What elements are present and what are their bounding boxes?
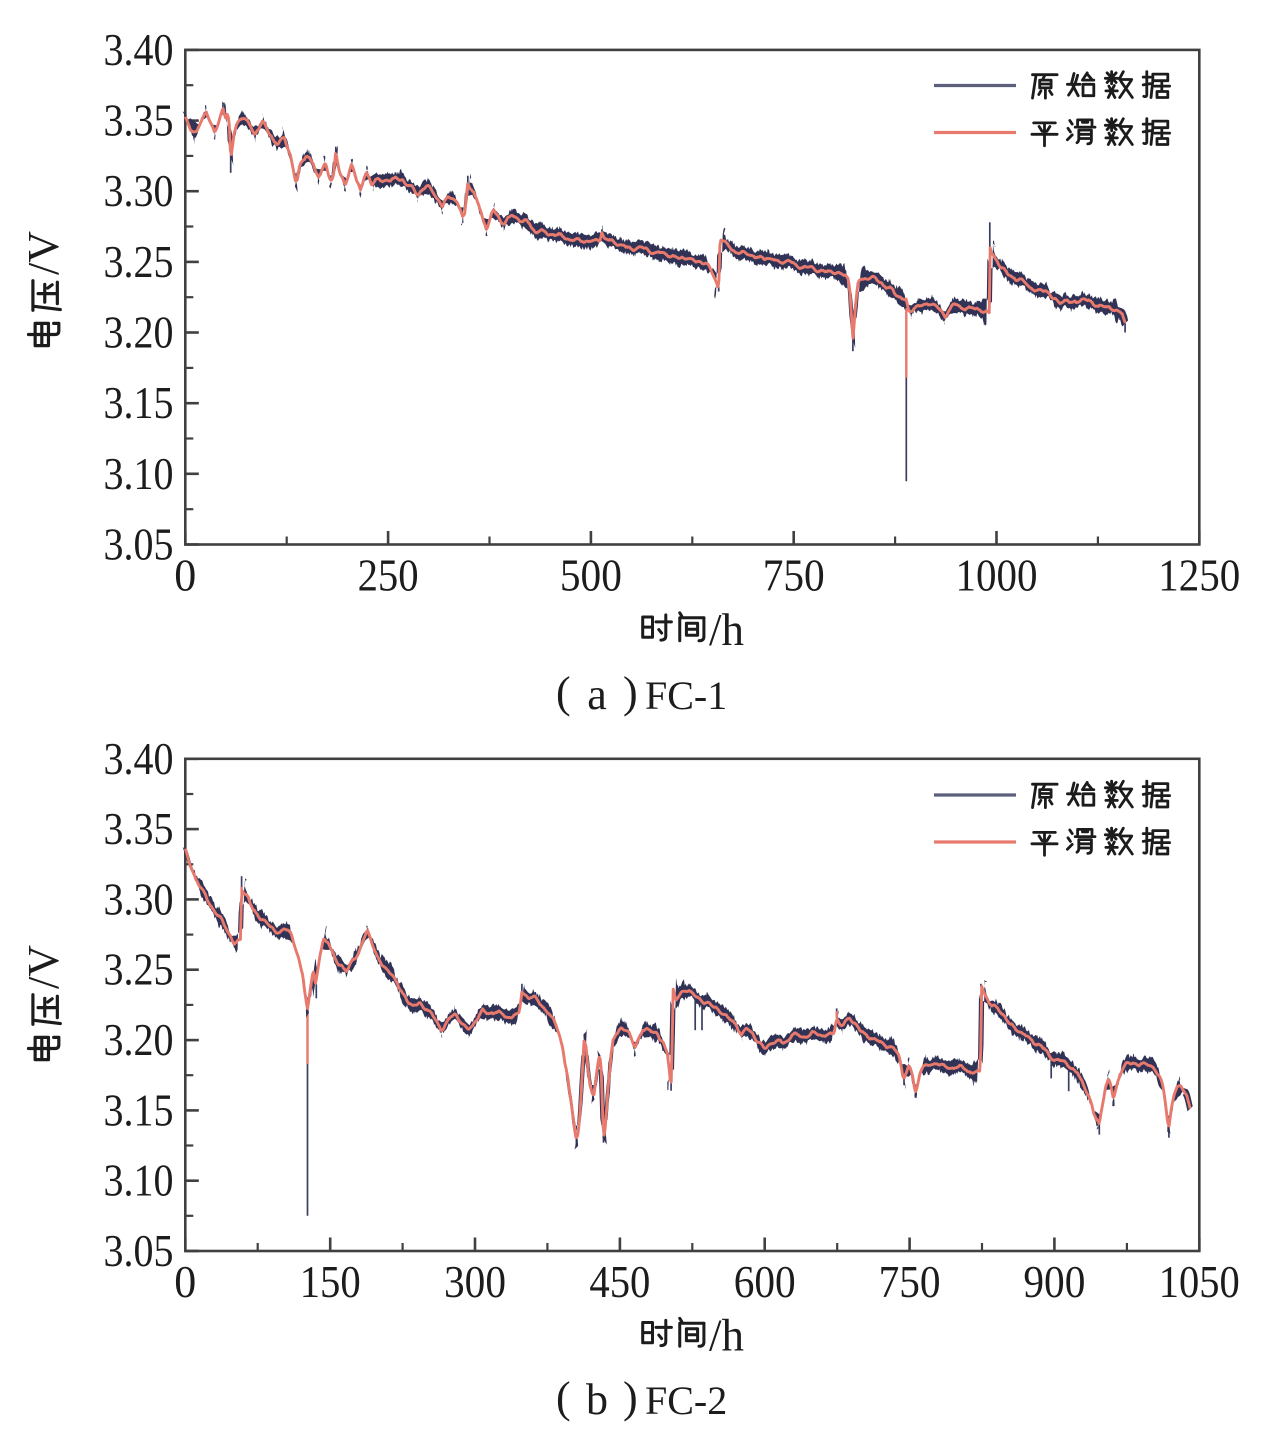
svg-text:(: (: [556, 668, 571, 717]
svg-text:250: 250: [358, 550, 419, 601]
svg-text:1250: 1250: [1158, 550, 1240, 601]
svg-text:FC-2: FC-2: [645, 1378, 727, 1423]
svg-text:3.35: 3.35: [104, 803, 174, 854]
svg-text:3.20: 3.20: [104, 307, 174, 358]
svg-text:/h: /h: [709, 605, 744, 655]
svg-text:3.05: 3.05: [104, 1225, 174, 1276]
svg-text:(: (: [556, 1373, 571, 1422]
svg-text:/V: /V: [19, 231, 68, 275]
svg-text:0: 0: [174, 1256, 196, 1307]
svg-text:3.10: 3.10: [104, 448, 174, 499]
svg-text:b: b: [586, 1375, 608, 1424]
svg-text:): ): [623, 668, 638, 717]
svg-text:3.40: 3.40: [104, 24, 174, 75]
svg-text:): ): [623, 1373, 638, 1422]
svg-text:1000: 1000: [956, 550, 1038, 601]
svg-text:750: 750: [879, 1256, 941, 1307]
svg-text:600: 600: [734, 1256, 796, 1307]
svg-text:3.30: 3.30: [104, 873, 174, 924]
svg-text:3.20: 3.20: [104, 1014, 174, 1065]
svg-text:450: 450: [589, 1256, 650, 1307]
svg-text:FC-1: FC-1: [645, 673, 727, 718]
svg-text:/h: /h: [709, 1311, 744, 1361]
svg-text:1050: 1050: [1159, 1256, 1240, 1307]
svg-text:750: 750: [763, 550, 825, 601]
svg-text:a: a: [587, 670, 607, 719]
svg-text:3.15: 3.15: [104, 377, 174, 428]
svg-text:0: 0: [174, 550, 196, 601]
svg-text:3.40: 3.40: [104, 733, 174, 784]
svg-text:300: 300: [444, 1256, 506, 1307]
svg-text:3.15: 3.15: [104, 1084, 174, 1135]
svg-text:3.05: 3.05: [104, 519, 174, 570]
svg-text:3.25: 3.25: [104, 236, 174, 287]
svg-text:/V: /V: [19, 945, 68, 989]
svg-text:3.25: 3.25: [104, 944, 174, 995]
svg-text:3.30: 3.30: [104, 165, 174, 216]
svg-text:3.35: 3.35: [104, 95, 174, 146]
svg-text:3.10: 3.10: [104, 1155, 174, 1206]
svg-text:500: 500: [560, 550, 622, 601]
svg-text:150: 150: [300, 1256, 361, 1307]
svg-text:900: 900: [1023, 1256, 1085, 1307]
